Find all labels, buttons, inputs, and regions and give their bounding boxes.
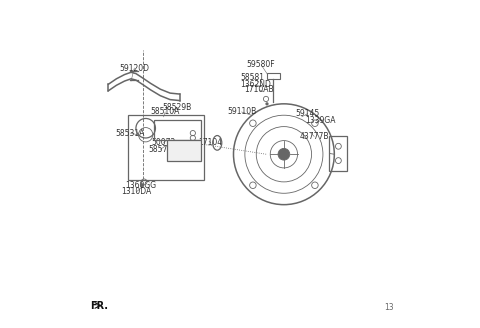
Text: 1310DA: 1310DA bbox=[121, 187, 152, 196]
Bar bbox=[167, 140, 201, 161]
Text: 1710AB: 1710AB bbox=[245, 85, 275, 94]
Text: 1362ND: 1362ND bbox=[240, 80, 271, 89]
Text: 58510A: 58510A bbox=[151, 108, 180, 116]
Bar bbox=[154, 120, 201, 140]
Text: 58529B: 58529B bbox=[162, 103, 191, 112]
Circle shape bbox=[278, 148, 290, 160]
Text: 58572: 58572 bbox=[148, 145, 172, 154]
Circle shape bbox=[265, 102, 269, 106]
Bar bbox=[128, 115, 204, 180]
Text: 13: 13 bbox=[384, 303, 394, 312]
Text: 58525A: 58525A bbox=[172, 150, 201, 159]
Text: 59580F: 59580F bbox=[247, 60, 276, 69]
Text: 58531A: 58531A bbox=[116, 129, 145, 138]
Text: 1339GA: 1339GA bbox=[305, 115, 336, 125]
Text: 1360GG: 1360GG bbox=[125, 181, 156, 190]
Text: FR.: FR. bbox=[90, 301, 108, 311]
Text: 58581: 58581 bbox=[240, 73, 264, 82]
Text: 59110B: 59110B bbox=[227, 108, 256, 116]
Circle shape bbox=[140, 183, 144, 187]
Text: 59120D: 59120D bbox=[120, 64, 149, 72]
Text: 43777B: 43777B bbox=[300, 132, 329, 141]
Text: 50072: 50072 bbox=[152, 138, 176, 147]
Bar bbox=[267, 73, 280, 79]
Bar bbox=[329, 136, 348, 171]
Text: 59145: 59145 bbox=[296, 109, 320, 118]
Text: 17104: 17104 bbox=[199, 138, 223, 147]
